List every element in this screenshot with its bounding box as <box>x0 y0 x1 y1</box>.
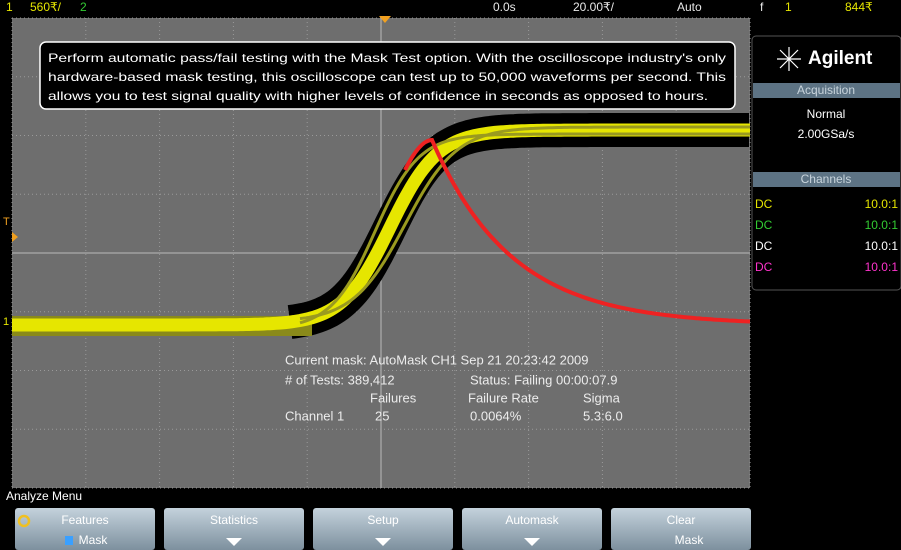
softkey-sublabel[interactable]: Mask <box>675 533 705 547</box>
channel-number: 1 <box>6 0 13 14</box>
trigger-mode: Auto <box>677 0 702 14</box>
column-header: Failure Rate <box>468 390 539 405</box>
trigger-level: 844₹ <box>845 0 873 14</box>
signal-trace <box>12 123 750 332</box>
sigma: 5.3:6.0 <box>583 408 623 423</box>
softkey-face[interactable] <box>313 508 453 550</box>
softkey[interactable]: Setup <box>313 508 453 550</box>
current-mask: Current mask: AutoMask CH1 Sep 21 20:23:… <box>285 352 589 367</box>
brand: Agilent <box>808 48 873 69</box>
section-header <box>753 172 900 187</box>
trigger-position-marker <box>379 16 391 23</box>
info-line: Perform automatic pass/fail testing with… <box>48 51 726 65</box>
softkey-arrow[interactable] <box>524 538 540 546</box>
time-offset: 0.0s <box>493 0 516 14</box>
softkey[interactable]: Statistics <box>164 508 304 550</box>
coupling: DC <box>755 197 773 211</box>
status-bar-bg <box>0 0 901 16</box>
coupling: DC <box>755 239 773 253</box>
signal-trace <box>299 132 750 325</box>
acquisition-title: Acquisition <box>797 83 855 97</box>
softkey[interactable]: Features Mask <box>15 508 155 550</box>
probe-ratio: 10.0:1 <box>865 218 899 232</box>
signal-trace <box>299 125 750 321</box>
menu-title: Analyze Menu <box>6 489 82 503</box>
softkey-arrow[interactable] <box>226 538 242 546</box>
softkey-face[interactable] <box>15 508 155 550</box>
channel-number: 2 <box>80 0 87 14</box>
test-status: Status: Failing 00:00:07.9 <box>470 372 617 387</box>
softkey-label[interactable]: Automask <box>505 513 559 527</box>
softkey[interactable]: Automask <box>462 508 602 550</box>
trigger-marker: T <box>3 216 10 228</box>
trigger-arrow <box>12 232 18 242</box>
softkey-label[interactable]: Setup <box>367 513 399 527</box>
softkey[interactable]: Clear Mask <box>611 508 751 550</box>
softkey-label[interactable]: Clear <box>667 513 696 527</box>
failing-trace <box>403 137 751 324</box>
softkey-arrow[interactable] <box>375 538 391 546</box>
info-line: hardware-based mask testing, this oscill… <box>48 70 726 84</box>
failure-rate: 0.0064% <box>470 408 522 423</box>
trigger-channel: 1 <box>785 0 792 14</box>
softkey-face[interactable] <box>611 508 751 550</box>
softkey-label[interactable]: Statistics <box>210 513 258 527</box>
sample-rate: 2.00GSa/s <box>798 127 855 141</box>
softkey-label[interactable]: Features <box>61 513 108 527</box>
probe-ratio: 10.0:1 <box>865 260 899 274</box>
mask-status: Current mask: AutoMask CH1 Sep 21 20:23:… <box>285 352 623 423</box>
probe-ratio: 10.0:1 <box>865 197 899 211</box>
agilent-logo <box>777 47 801 71</box>
ground-marker: 1 <box>3 316 9 328</box>
side-panel-frame <box>751 35 901 291</box>
rotate-icon[interactable] <box>17 514 31 528</box>
softkey-face[interactable] <box>164 508 304 550</box>
test-count: # of Tests: 389,412 <box>285 372 395 387</box>
section-header <box>753 83 900 98</box>
trigger-symbol: f <box>760 0 764 14</box>
coupling: DC <box>755 218 773 232</box>
softkeys: Features Mask Statistics Setup Automask Clear… <box>15 508 751 550</box>
probe-ratio: 10.0:1 <box>865 239 899 253</box>
acquisition-mode: Normal <box>807 107 846 121</box>
channels-title: Channels <box>801 172 852 186</box>
row-label: Channel 1 <box>285 408 344 423</box>
side-panel: Agilent Acquisition Normal 2.00GSa/s Cha… <box>751 35 901 291</box>
failures: 25 <box>375 408 389 423</box>
column-header: Failures <box>370 390 417 405</box>
time-scale: 20.00₹/ <box>573 0 615 14</box>
coupling: DC <box>755 260 773 274</box>
check-box[interactable] <box>65 536 73 545</box>
info-box-frame <box>39 41 736 110</box>
softkey-sublabel[interactable]: Mask <box>79 533 109 547</box>
channel-rows: DC 10.0:1 DC 10.0:1 DC 10.0:1 DC 10.0:1 <box>755 197 898 274</box>
info-line: allows you to test signal quality with h… <box>48 89 708 103</box>
softkey-face[interactable] <box>462 508 602 550</box>
waveforms <box>12 113 751 339</box>
status-bar: 1 560₹/ 2 0.0s 20.00₹/ Auto f 1 844₹ <box>0 0 901 23</box>
column-header: Sigma <box>583 390 621 405</box>
info-box: Perform automatic pass/fail testing with… <box>39 41 736 110</box>
channel-scale: 560₹/ <box>30 0 62 14</box>
